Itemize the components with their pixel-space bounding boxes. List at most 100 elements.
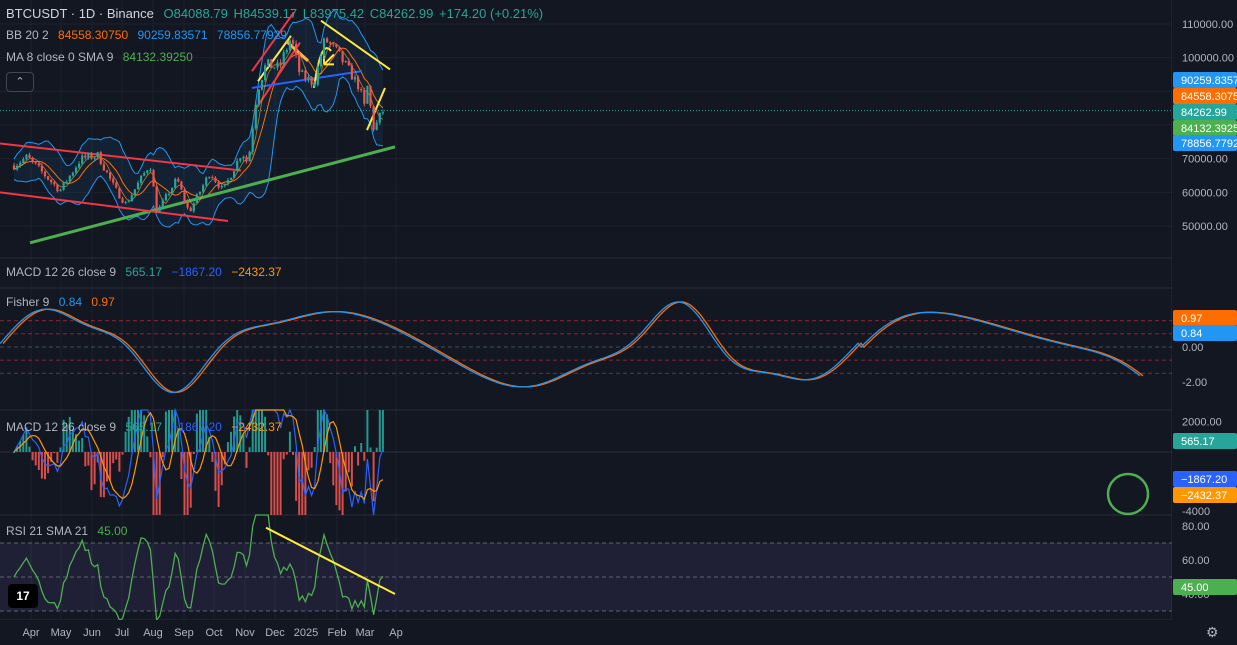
signal-line — [13, 409, 384, 501]
collapse-legend-button[interactable]: ⌃ — [6, 72, 34, 92]
candle-body — [242, 156, 245, 159]
macd-hist-bar — [164, 411, 167, 452]
macd-hist-bar — [189, 452, 192, 508]
rsi-pane[interactable] — [0, 514, 1172, 622]
candle-body — [180, 181, 183, 190]
rsi-label: RSI 21 SMA 21 — [6, 524, 89, 538]
drawing-line — [251, 11, 295, 72]
macd-hist-bar — [28, 446, 31, 452]
candle-body — [59, 189, 62, 192]
macd-pane[interactable] — [0, 407, 1172, 516]
candle-body — [183, 189, 186, 202]
drawing-line — [366, 87, 386, 131]
macd-label: MACD 12 26 close 9 — [6, 420, 117, 434]
candle-body — [270, 59, 273, 68]
candle-body — [326, 38, 329, 43]
bb-fill — [14, 10, 383, 228]
macd-hist-bar — [31, 452, 34, 461]
macd-hist-bar — [344, 452, 347, 492]
macd-hist-bar — [109, 452, 112, 481]
rsi-legend[interactable]: RSI 21 SMA 21 45.00 — [6, 523, 133, 539]
candle-body — [205, 177, 208, 186]
symbol-legend[interactable]: BTCUSDT · 1D · Binance O84088.79 H84539.… — [6, 6, 549, 22]
candle-body — [96, 152, 99, 158]
time-tick-label: Apr — [22, 627, 39, 639]
macd-hist-bar — [236, 410, 239, 452]
macd-legend[interactable]: MACD 12 26 close 9 565.17 −1867.20 −2432… — [6, 419, 288, 435]
fisher-pane[interactable] — [0, 301, 1172, 394]
candle-body — [161, 200, 164, 207]
bb-legend[interactable]: BB 20 2 84558.30750 90259.83571 78856.77… — [6, 27, 293, 43]
bb-basis-line — [13, 47, 384, 199]
macd-hist-bar — [307, 452, 310, 471]
macd-hist-bar — [208, 436, 211, 452]
time-tick-label: Mar — [356, 627, 375, 639]
price-tick-label: 60000.00 — [1182, 187, 1228, 199]
time-tick-label: 2025 — [294, 627, 318, 639]
macd-hist-bar — [375, 447, 378, 452]
gear-icon[interactable]: ⚙ — [1206, 624, 1219, 640]
candle-body — [276, 62, 279, 68]
macd-hist-bar — [369, 447, 372, 452]
candle-body — [174, 179, 177, 188]
macd-hist-bar — [251, 410, 254, 452]
macd-hist-bar — [335, 452, 338, 506]
tradingview-logo[interactable]: 17 — [8, 584, 38, 608]
macd-hist-bar — [37, 452, 40, 471]
price-tag: 84262.99 — [1173, 104, 1237, 120]
candle-body — [158, 206, 161, 213]
fisher-trigger: 0.97 — [91, 295, 115, 309]
macd-hist-bar — [62, 419, 65, 452]
candle-body — [307, 76, 310, 80]
macd-top-legend[interactable]: MACD 12 26 close 9 565.17 −1867.20 −2432… — [6, 264, 288, 280]
macd-hist-bar — [304, 452, 307, 515]
candle-body — [288, 40, 291, 50]
candle-body — [226, 179, 229, 184]
candle-body — [149, 170, 152, 172]
ohlc-close: C84262.99 — [369, 6, 434, 21]
macd-hist-bar — [239, 415, 242, 452]
macd-top-signal: −2432.37 — [231, 265, 282, 279]
macd-hist-bar — [205, 410, 208, 452]
macd-tag: 565.17 — [1173, 433, 1237, 449]
candle-body — [34, 161, 37, 164]
price-pane[interactable] — [0, 9, 1172, 245]
macd-signal: −2432.37 — [231, 420, 282, 434]
candle-body — [378, 112, 381, 123]
candle-body — [28, 154, 31, 158]
macd-tag-text: 565.17 — [1181, 436, 1215, 448]
macd-hist-bar — [146, 436, 149, 452]
candle-body — [223, 183, 226, 186]
candle-body — [171, 187, 174, 195]
price-tag: 84558.3075 — [1173, 88, 1237, 104]
macd-tag-bg — [1173, 471, 1237, 487]
candle-body — [313, 84, 316, 86]
candle-body — [357, 76, 360, 90]
candle-body — [344, 61, 347, 63]
candle-body — [140, 175, 143, 183]
candle-body — [47, 176, 50, 180]
ma-legend[interactable]: MA 8 close 0 SMA 9 84132.39250 — [6, 49, 199, 65]
candle-body — [301, 70, 304, 72]
fisher-tick-label: -2.00 — [1182, 377, 1207, 389]
candle-body — [102, 164, 105, 171]
rsi-tag-text: 45.00 — [1181, 582, 1209, 594]
macd-hist: 565.17 — [125, 420, 163, 434]
fisher-value: 0.84 — [58, 295, 83, 309]
candle-body — [298, 53, 301, 72]
macd-hist-bar — [149, 452, 152, 458]
candle-body — [84, 155, 87, 158]
macd-hist-bar — [323, 410, 325, 452]
symbol-title[interactable]: BTCUSDT · 1D · Binance — [6, 6, 154, 21]
macd-hist-bar — [245, 452, 248, 468]
macd-hist-bar — [257, 410, 260, 452]
price-tick-label: 50000.00 — [1182, 221, 1228, 233]
macd-tag-bg — [1173, 487, 1237, 503]
fisher-legend[interactable]: Fisher 9 0.84 0.97 — [6, 294, 121, 310]
macd-hist-bar — [341, 452, 344, 515]
candle-body — [31, 157, 34, 162]
candle-body — [291, 40, 295, 44]
candle-body — [236, 160, 239, 172]
macd-hist-bar — [78, 440, 81, 452]
